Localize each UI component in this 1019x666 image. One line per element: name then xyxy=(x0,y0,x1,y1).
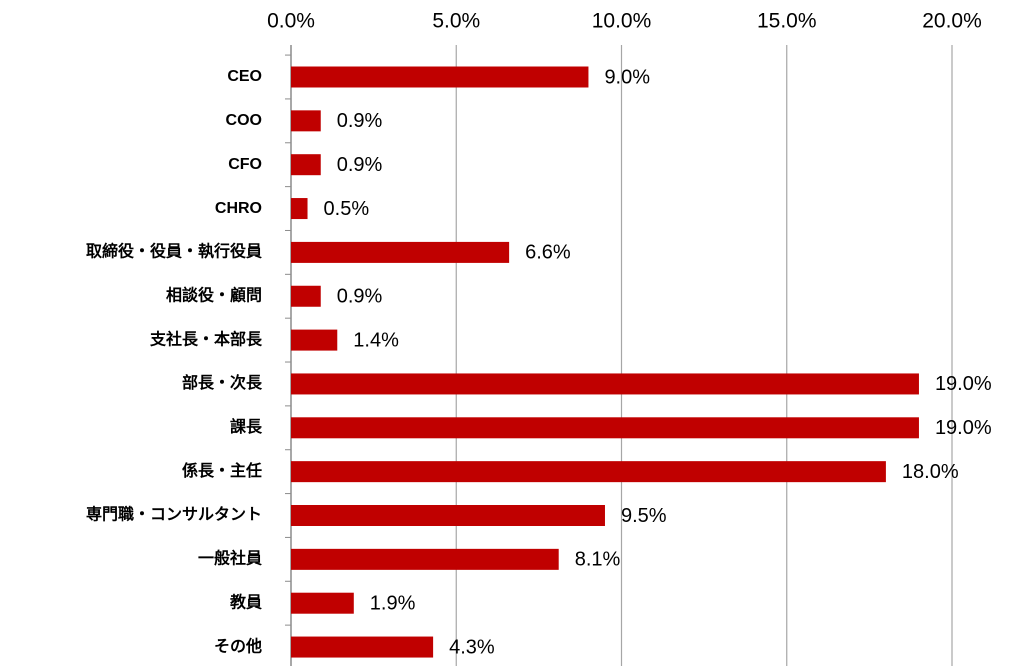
x-tick-label: 0.0% xyxy=(267,10,315,33)
y-tick-label: CEO xyxy=(227,68,262,85)
x-tick-label: 20.0% xyxy=(922,10,982,33)
y-tick-label: 課長 xyxy=(230,417,263,436)
bar xyxy=(291,66,589,88)
y-tick-label: 教員 xyxy=(230,592,262,611)
data-label: 9.5% xyxy=(621,505,667,527)
bar xyxy=(291,285,321,307)
bar xyxy=(291,548,559,570)
y-tick-label: その他 xyxy=(214,636,262,655)
x-tick-label: 15.0% xyxy=(757,10,817,33)
y-tick-label: 一般社員 xyxy=(198,549,262,568)
y-tick-label: 取締役・役員・執行役員 xyxy=(86,242,262,261)
data-label: 8.1% xyxy=(575,549,621,571)
bar xyxy=(291,461,886,483)
bar xyxy=(291,417,919,439)
bar xyxy=(291,241,510,263)
y-tick-label: 相談役・顧問 xyxy=(166,285,262,304)
data-label: 18.0% xyxy=(902,461,959,483)
data-label: 9.0% xyxy=(604,66,650,88)
y-tick-label: 支社長・本部長 xyxy=(149,329,263,348)
bar xyxy=(291,373,919,395)
bar xyxy=(291,154,321,176)
bar xyxy=(291,636,434,658)
data-label: 19.0% xyxy=(935,417,992,439)
bar xyxy=(291,592,354,614)
bar xyxy=(291,329,338,351)
data-label: 0.5% xyxy=(324,198,370,220)
data-label: 19.0% xyxy=(935,373,992,395)
bar xyxy=(291,198,308,220)
y-tick-label: 専門職・コンサルタント xyxy=(86,505,262,524)
data-label: 0.9% xyxy=(337,110,383,132)
y-tick-label: 部長・次長 xyxy=(182,373,263,392)
bar xyxy=(291,110,321,132)
data-label: 0.9% xyxy=(337,154,383,176)
y-tick-label: CFO xyxy=(228,156,262,173)
y-tick-label: CHRO xyxy=(215,200,262,217)
data-label: 6.6% xyxy=(525,242,571,264)
data-label: 4.3% xyxy=(449,636,495,658)
bar xyxy=(291,505,605,526)
data-label: 0.9% xyxy=(337,286,383,308)
y-tick-label: 係長・主任 xyxy=(182,461,262,480)
x-tick-label: 5.0% xyxy=(432,10,480,33)
data-label: 1.4% xyxy=(353,329,399,351)
y-tick-label: COO xyxy=(226,112,262,129)
x-tick-label: 10.0% xyxy=(592,10,652,33)
data-label: 1.9% xyxy=(370,592,416,614)
